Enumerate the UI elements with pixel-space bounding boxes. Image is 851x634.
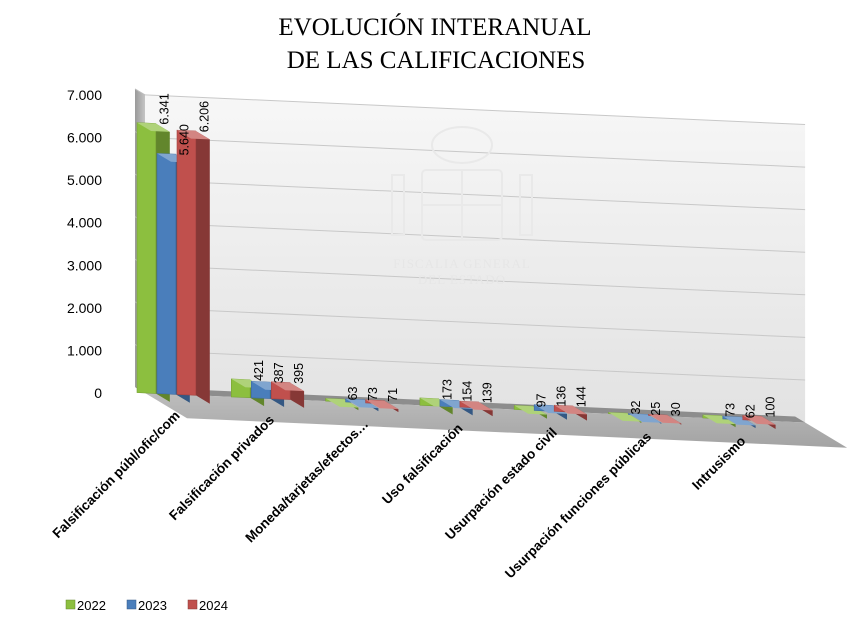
plot-area bbox=[134, 88, 848, 448]
x-category-label-falsificacion-publ-ofic-com: Falsificación públ/ofic/com bbox=[50, 408, 183, 541]
bars bbox=[136, 122, 776, 429]
x-axis: Falsificación públ/ofic/comFalsificación… bbox=[50, 408, 749, 581]
legend-label: 2022 bbox=[77, 598, 106, 613]
chart-title-line-1: EVOLUCIÓN INTERANUAL bbox=[278, 13, 591, 41]
bar-top bbox=[177, 130, 210, 140]
gridline bbox=[144, 179, 806, 211]
data-label-2023-moneda-tarjetas-efectos: 73 bbox=[366, 387, 380, 401]
bar-top bbox=[648, 414, 682, 424]
bar-top bbox=[365, 399, 399, 410]
bar-side bbox=[195, 131, 210, 404]
legend-label: 2024 bbox=[199, 598, 228, 613]
legend: 2022 2023 2024 bbox=[65, 598, 228, 613]
data-label-2024-falsificacion-publ-ofic-com: 6.206 bbox=[197, 101, 211, 132]
bar-2024-usurpacion-funciones-publicas bbox=[648, 413, 682, 425]
data-labels: 6.341 5.640 6.206 421 387 395 63 73 71 173 154 139 9… bbox=[157, 93, 777, 418]
watermark-pillar-left bbox=[391, 174, 405, 236]
gridline bbox=[144, 137, 806, 168]
bar-top bbox=[702, 414, 736, 425]
watermark-text-line-1: FISCALIA GENERAL bbox=[393, 256, 531, 271]
data-label-2023-uso-falsificacion: 154 bbox=[460, 381, 474, 402]
bar-2024-falsificacion-publ-ofic-com bbox=[176, 129, 210, 404]
data-label-2024-usurpacion-funciones-publicas: 30 bbox=[669, 402, 683, 416]
y-tick-label: 5.000 bbox=[67, 172, 102, 188]
watermark-text-line-2: DEL ESTADO bbox=[418, 272, 506, 287]
data-label-2022-moneda-tarjetas-efectos: 63 bbox=[346, 386, 360, 400]
legend-swatch bbox=[65, 599, 76, 610]
x-category-label-usurpacion-estado-civil: Usurpación estado civil bbox=[442, 425, 560, 543]
data-label-2024-uso-falsificacion: 139 bbox=[480, 382, 494, 403]
data-label-2022-uso-falsificacion: 173 bbox=[440, 379, 454, 400]
y-tick-label: 1.000 bbox=[67, 342, 102, 358]
data-label-2023-usurpacion-funciones-publicas: 25 bbox=[649, 402, 663, 416]
legend-swatch bbox=[126, 599, 137, 610]
x-category-label-intrusismo: Intrusismo bbox=[689, 433, 748, 492]
y-tick-label: 7.000 bbox=[67, 87, 102, 103]
legend-swatch bbox=[187, 599, 198, 610]
bar-top bbox=[628, 413, 662, 423]
data-label-2023-usurpacion-estado-civil: 136 bbox=[555, 386, 569, 407]
bar-front bbox=[136, 122, 157, 394]
bar-2023-usurpacion-funciones-publicas bbox=[628, 413, 662, 424]
bar-top bbox=[137, 122, 170, 132]
watermark-pillar-right bbox=[519, 174, 533, 236]
y-tick-label: 6.000 bbox=[67, 130, 102, 146]
y-axis: 0 1.000 2.000 3.000 4.000 5.000 6.000 7.000 bbox=[67, 87, 102, 401]
bar-2024-moneda-tarjetas-efectos bbox=[365, 399, 399, 413]
bar-top bbox=[514, 405, 547, 415]
y-tick-label: 2.000 bbox=[67, 300, 102, 316]
bar-top bbox=[742, 415, 776, 425]
bar-2024-intrusismo bbox=[742, 415, 776, 429]
data-label-2022-usurpacion-funciones-publicas: 32 bbox=[629, 400, 643, 414]
data-label-2024-falsificacion-privados: 395 bbox=[292, 363, 306, 384]
x-category-label-uso-falsificacion: Uso falsificación bbox=[379, 421, 465, 507]
bar-2022-usurpacion-funciones-publicas bbox=[608, 412, 642, 423]
legend-label: 2023 bbox=[138, 598, 167, 613]
data-label-2022-intrusismo: 73 bbox=[723, 403, 737, 417]
data-label-2024-usurpacion-estado-civil: 144 bbox=[575, 386, 589, 407]
back-wall bbox=[145, 94, 806, 423]
bar-top bbox=[554, 405, 587, 415]
gridline-side bbox=[134, 88, 146, 96]
chart-title-line-2: DE LAS CALIFICACIONES bbox=[287, 47, 586, 74]
data-label-2023-falsificacion-privados: 387 bbox=[272, 362, 286, 383]
bar-top bbox=[459, 401, 493, 411]
data-label-2023-falsificacion-publ-ofic-com: 5.640 bbox=[177, 124, 191, 155]
gridline bbox=[144, 222, 806, 253]
bar-top bbox=[271, 381, 305, 392]
data-label-2022-falsificacion-privados: 421 bbox=[252, 360, 266, 381]
y-tick-label: 4.000 bbox=[67, 215, 102, 231]
gridline bbox=[144, 307, 806, 338]
legend-item-2024: 2024 bbox=[187, 598, 228, 613]
data-label-2023-intrusismo: 62 bbox=[743, 404, 757, 418]
bar-top bbox=[345, 398, 379, 409]
gridline bbox=[144, 264, 806, 296]
legend-item-2023: 2023 bbox=[126, 598, 167, 613]
bar-2024-falsificacion-privados bbox=[270, 381, 305, 408]
data-label-2022-falsificacion-publ-ofic-com: 6.341 bbox=[157, 93, 171, 124]
bar-front bbox=[156, 153, 177, 395]
gridline bbox=[144, 94, 806, 125]
bar-front bbox=[176, 129, 197, 396]
bar-top bbox=[325, 398, 359, 408]
bar-2024-usurpacion-estado-civil bbox=[553, 404, 587, 421]
y-tick-label: 0 bbox=[94, 385, 102, 401]
chart-title: EVOLUCIÓN INTERANUAL DE LAS CALIFICACION… bbox=[278, 13, 591, 74]
data-label-2022-usurpacion-estado-civil: 97 bbox=[535, 393, 549, 407]
legend-item-2022: 2022 bbox=[65, 598, 106, 613]
watermark-crown bbox=[431, 126, 493, 164]
data-label-2024-moneda-tarjetas-efectos: 71 bbox=[386, 388, 400, 402]
bar-2024-uso-falsificacion bbox=[459, 400, 493, 417]
bar-top bbox=[608, 412, 642, 422]
data-label-2024-intrusismo: 100 bbox=[763, 397, 777, 418]
x-category-label-falsificacion-privados: Falsificación privados bbox=[166, 412, 277, 523]
floor bbox=[145, 393, 848, 448]
bar-top bbox=[722, 416, 756, 426]
y-tick-label: 3.000 bbox=[67, 257, 102, 273]
gridline bbox=[144, 349, 806, 381]
